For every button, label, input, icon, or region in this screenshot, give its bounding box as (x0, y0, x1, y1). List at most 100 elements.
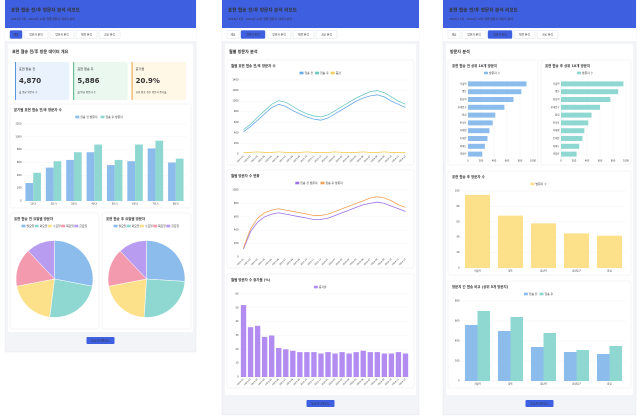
download-button-label[interactable]: 보고서 다운로드 (91, 339, 110, 343)
x-tick-label: 2023-11 (307, 155, 315, 163)
x-tick-label: 200 (572, 160, 577, 163)
tab[interactable] (23, 30, 49, 39)
tab-label[interactable]: 방문자 분석 (467, 33, 481, 37)
bar (563, 233, 590, 268)
x-tick-label: 2024-05 (350, 258, 358, 266)
legend-label: 방문자 수 (536, 182, 548, 186)
tab-label[interactable]: 경로 분석 (321, 33, 332, 37)
tab-label[interactable]: 체류 분석 (519, 33, 530, 37)
tab[interactable] (240, 30, 266, 39)
y-tick-label: 서울역 (460, 81, 467, 85)
tab[interactable] (226, 30, 240, 39)
x-tick-label: 2024-03 (336, 258, 344, 266)
bar (543, 333, 557, 381)
bar (33, 172, 41, 201)
x-tick-label: 2023-08 (286, 258, 294, 266)
bar (175, 158, 184, 201)
x-tick-label: 2024-02 (329, 155, 337, 163)
y-tick-label: 여의도 (553, 144, 560, 148)
tab[interactable] (513, 30, 536, 39)
header-subtitle: 2023년 1월 - 2024년 12월 월별 방문자 데이터 분석 (11, 17, 75, 21)
tab-label[interactable]: 방문자 분석 (29, 33, 43, 37)
y-tick-label: 1000 (15, 135, 22, 138)
bar (360, 350, 366, 377)
bar (290, 350, 296, 377)
x-tick-label: 2023-12 (314, 155, 322, 163)
tab-label[interactable]: 체류 분석 (81, 33, 92, 37)
tab-label[interactable]: 개요 (231, 33, 236, 37)
tab[interactable] (487, 30, 513, 39)
y-tick-label: 동대문 (460, 136, 467, 140)
tab-label[interactable]: 방문지 분석 (55, 33, 69, 37)
bar (45, 167, 54, 201)
x-tick-label: 800 (518, 160, 523, 163)
bar (576, 350, 590, 381)
tab-label[interactable]: 방문지 분석 (493, 33, 507, 37)
header-subtitle: 2023년 1월 - 2024년 12월 월별 방문자 데이터 분석 (228, 17, 292, 21)
download-button[interactable] (86, 337, 115, 344)
legend-swatch (139, 224, 144, 228)
legend-swatch (295, 181, 300, 185)
legend-label: 화요일 (40, 224, 48, 228)
download-button-label[interactable]: 보고서 다운로드 (311, 402, 330, 406)
chart-title: 월별 방문자 수 변화 (231, 173, 260, 178)
x-tick-label: 2023-03 (251, 155, 259, 163)
kpi-accent (131, 62, 133, 100)
bar (276, 347, 282, 377)
tab[interactable] (98, 30, 121, 39)
tab[interactable] (9, 30, 23, 39)
x-tick-label: 7분기 (152, 202, 158, 206)
tab[interactable] (75, 30, 98, 39)
bar (127, 161, 136, 201)
x-tick-label: 2024-05 (350, 155, 358, 163)
x-tick-label: 2024-03 (336, 378, 344, 386)
y-tick-label: 0 (458, 380, 460, 383)
legend-swatch (313, 285, 318, 289)
bar (497, 331, 511, 381)
tab[interactable] (315, 30, 338, 39)
header (443, 0, 636, 28)
tab-label[interactable]: 방문자 분석 (246, 33, 260, 37)
tab[interactable] (536, 30, 559, 39)
x-tick-label: 2024-10 (385, 155, 393, 163)
x-tick-label: 2024-02 (329, 258, 337, 266)
bar (168, 162, 176, 201)
download-button-label[interactable]: 보고서 다운로드 (530, 402, 549, 406)
legend-swatch (113, 224, 118, 228)
x-tick-label: 2024-11 (392, 378, 400, 386)
x-tick-label: 2024-07 (364, 155, 372, 163)
x-tick-label: 400 (585, 160, 590, 163)
x-tick-label: 2023-10 (300, 155, 308, 163)
x-tick-label: 8분기 (173, 202, 179, 206)
x-tick-label: 2023-07 (279, 155, 287, 163)
tab-label[interactable]: 경로 분석 (104, 33, 115, 37)
bar (395, 352, 402, 377)
y-tick-label: 20 (235, 348, 239, 351)
tab[interactable] (49, 30, 75, 39)
download-button[interactable] (525, 400, 554, 407)
download-button[interactable] (306, 400, 335, 407)
x-tick-label: 2023-04 (258, 378, 266, 386)
x-tick-label: 2023-11 (307, 378, 315, 386)
tab-label[interactable]: 방문지 분석 (272, 33, 286, 37)
kpi-card (73, 62, 128, 100)
tab-label[interactable]: 개요 (14, 33, 19, 37)
chart-title: 월별 표현 협송 전/후 방문자 수 (231, 63, 276, 68)
tab[interactable] (447, 30, 461, 39)
legend-swatch (315, 71, 320, 75)
tab-label[interactable]: 경로 분석 (542, 33, 553, 37)
x-tick-label: 2024-09 (378, 378, 386, 386)
tab-label[interactable]: 개요 (452, 33, 457, 37)
tab[interactable] (266, 30, 292, 39)
y-tick-label: 200 (234, 242, 239, 245)
tab-label[interactable]: 체류 분석 (298, 33, 309, 37)
y-tick-label: 40 (235, 320, 239, 323)
tab[interactable] (292, 30, 315, 39)
legend-swatch (166, 224, 171, 228)
pie-slice (108, 278, 147, 318)
x-tick-label: 서울역 (474, 382, 481, 386)
header (5, 0, 196, 28)
pie-slice (16, 278, 55, 318)
tab[interactable] (461, 30, 487, 39)
bar (468, 136, 488, 141)
